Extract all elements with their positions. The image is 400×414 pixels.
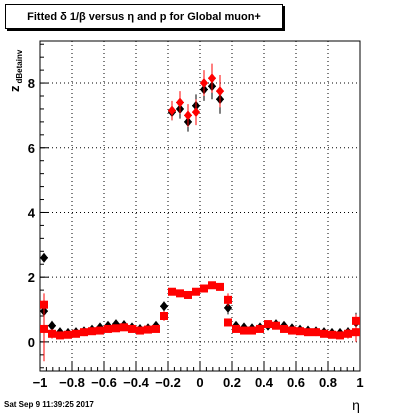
- y-tick-label: 2: [28, 270, 35, 285]
- y-tick-label: 6: [28, 141, 35, 156]
- x-tick-label: 0.8: [319, 375, 337, 390]
- data-point: [40, 324, 48, 333]
- x-axis-label: η: [352, 397, 360, 413]
- data-point: [208, 73, 216, 84]
- data-point: [256, 324, 264, 333]
- data-point: [208, 281, 216, 290]
- x-tick-label: 0: [196, 375, 203, 390]
- data-point: [264, 320, 272, 329]
- x-tick-label: −0.2: [155, 375, 181, 390]
- axes: −1 −0.8 −0.6 −0.4 −0.2 0 0.2 0.4 0.6 0.8 1 0 2 4 6 8: [28, 43, 364, 390]
- data-point: [80, 328, 88, 337]
- data-point: [352, 316, 360, 325]
- chart-title: Fitted δ 1/β versus η and p for Global m…: [5, 4, 283, 29]
- data-point: [136, 326, 144, 335]
- data-point: [224, 318, 232, 327]
- data-point: [344, 329, 352, 338]
- data-point: [200, 284, 208, 293]
- data-point: [88, 327, 96, 336]
- data-point: [96, 326, 104, 335]
- data-point: [224, 302, 232, 313]
- data-point: [48, 329, 56, 338]
- data-point: [184, 110, 192, 121]
- data-point: [152, 324, 160, 333]
- data-point: [120, 323, 128, 332]
- data-point: [176, 97, 184, 108]
- data-point: [144, 325, 152, 334]
- data-point: [48, 320, 56, 331]
- y-tick-label: 4: [28, 205, 36, 220]
- data-point: [320, 329, 328, 338]
- x-tick-label: −0.4: [123, 375, 149, 390]
- data-point: [304, 328, 312, 337]
- data-point: [160, 301, 168, 312]
- data-point: [248, 326, 256, 335]
- x-tick-label: −0.8: [59, 375, 85, 390]
- data-point: [352, 328, 360, 337]
- y-tick-label: 0: [28, 335, 35, 350]
- data-point: [192, 287, 200, 296]
- x-tick-label: 0.4: [255, 375, 274, 390]
- series-1: [40, 281, 360, 362]
- data-point: [160, 312, 168, 320]
- data-point: [288, 326, 296, 335]
- data-point: [296, 327, 304, 336]
- data-point: [72, 329, 80, 338]
- data-point: [328, 330, 336, 339]
- y-tick-label: 8: [28, 76, 35, 91]
- data-point: [56, 331, 64, 340]
- data-point: [280, 324, 288, 333]
- y-axis-label-main: z: [7, 85, 22, 92]
- grid-lines: [40, 41, 360, 371]
- data-point: [176, 289, 184, 298]
- data-marks: [40, 63, 360, 362]
- data-point: [216, 282, 224, 291]
- data-point: [112, 324, 120, 333]
- data-point: [64, 330, 72, 339]
- x-tick-label: 1: [356, 375, 363, 390]
- y-axis-label: z dBetainv: [7, 49, 24, 92]
- x-tick-label: −1: [33, 375, 48, 390]
- data-point: [168, 287, 176, 296]
- data-point: [200, 78, 208, 89]
- x-tick-label: 0.6: [287, 375, 305, 390]
- x-tick-label: −0.6: [91, 375, 117, 390]
- data-point: [224, 295, 232, 304]
- data-point: [168, 105, 176, 116]
- data-point: [40, 252, 48, 263]
- timestamp: Sat Sep 9 11:39:25 2017: [4, 400, 94, 409]
- data-point: [312, 328, 320, 337]
- x-tick-label: 0.2: [223, 375, 241, 390]
- data-point: [336, 331, 344, 340]
- data-point: [128, 324, 136, 333]
- data-point: [184, 290, 192, 299]
- data-point: [232, 324, 240, 333]
- data-point: [216, 86, 224, 97]
- data-point: [104, 324, 112, 333]
- y-axis-label-sub: dBetainv: [15, 49, 24, 83]
- data-point: [240, 326, 248, 335]
- data-point: [272, 321, 280, 330]
- series-2: [168, 63, 224, 127]
- data-point: [192, 107, 200, 118]
